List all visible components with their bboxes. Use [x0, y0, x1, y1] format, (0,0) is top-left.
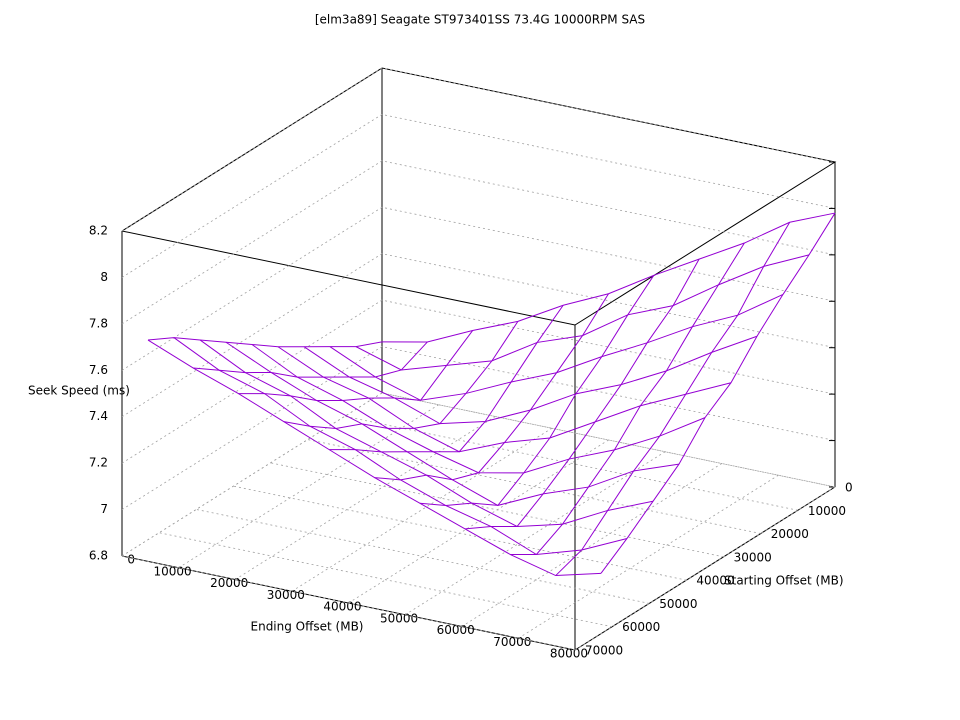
mesh-column [419, 275, 655, 507]
y-tick-label: 60000 [622, 620, 660, 634]
mesh-column [510, 242, 745, 556]
z-tick-label: 7.4 [89, 409, 108, 423]
y-tick-label: 70000 [585, 644, 623, 658]
y-tick-label: 30000 [734, 550, 772, 564]
z-tick-label: 7.6 [89, 363, 108, 377]
x-tick-label: 0 [127, 553, 135, 567]
z-tick-label: 7.2 [89, 456, 108, 470]
mesh-column [193, 341, 428, 378]
x-axis-label: Ending Offset (MB) [251, 620, 364, 634]
grid-line [574, 486, 836, 651]
mesh-column [374, 293, 609, 481]
mesh-column [147, 337, 383, 348]
x-tick-label: 40000 [323, 600, 361, 614]
grid-line [121, 253, 836, 418]
z-tick-label: 7.8 [89, 316, 108, 330]
grid-line [518, 474, 779, 639]
mesh-column [600, 212, 836, 574]
x-tick-label: 70000 [493, 635, 531, 649]
mesh-column [238, 330, 474, 401]
mesh-column [283, 321, 519, 430]
y-tick-label: 10000 [808, 504, 846, 518]
grid-line [348, 439, 609, 604]
grid-line [121, 555, 576, 651]
plot-frame [121, 67, 837, 651]
grid-line [121, 206, 836, 371]
mesh-column [329, 304, 564, 453]
mesh-row [381, 212, 836, 343]
grid-line [121, 299, 836, 464]
x-tick-label: 60000 [437, 623, 475, 637]
grid-line [381, 392, 836, 488]
mesh-column [465, 258, 700, 530]
mesh-column [555, 221, 791, 576]
grid-line [196, 509, 650, 604]
grid-line [270, 462, 724, 558]
grid-line [121, 160, 836, 325]
y-tick-label: 0 [845, 481, 853, 495]
grid-line [121, 67, 836, 232]
x-tick-label: 30000 [267, 588, 305, 602]
mesh-row [199, 339, 654, 527]
chart-title: [elm3a89] Seagate ST973401SS 73.4G 10000… [315, 13, 645, 27]
grid-line [307, 439, 761, 534]
grid-line [235, 416, 496, 580]
x-tick-label: 80000 [550, 647, 588, 661]
grid-line [178, 404, 439, 569]
grid-line [233, 485, 687, 581]
z-tick-label: 7 [100, 502, 108, 516]
x-tick-label: 20000 [210, 576, 248, 590]
grid-line [121, 114, 836, 278]
y-tick-label: 20000 [771, 527, 809, 541]
y-tick-label: 40000 [696, 574, 734, 588]
mesh-row [251, 344, 706, 474]
grid-line [121, 346, 836, 510]
grid-line [159, 532, 613, 628]
y-tick-label: 50000 [659, 597, 697, 611]
grid-line [461, 463, 722, 627]
z-tick-label: 8.2 [89, 224, 108, 238]
z-tick-label: 6.8 [89, 549, 108, 563]
top-edges [121, 67, 837, 326]
y-axis-label: Starting Offset (MB) [724, 574, 844, 588]
z-tick-label: 8 [100, 270, 108, 284]
x-tick-label: 50000 [380, 611, 418, 625]
mesh-row [355, 254, 810, 371]
grid-line [404, 451, 666, 616]
mesh-row [277, 346, 732, 453]
z-axis-label: Seek Speed (ms) [28, 384, 130, 398]
grid-line [291, 427, 553, 592]
grid-line [121, 392, 383, 557]
x-tick-label: 10000 [153, 564, 191, 578]
mesh-row [147, 339, 602, 577]
